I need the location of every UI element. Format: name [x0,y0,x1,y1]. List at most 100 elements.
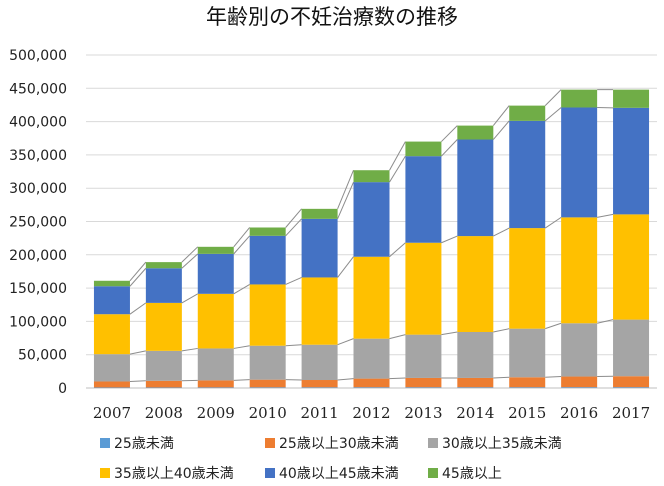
bar-segment [405,156,442,243]
bar-segment [301,218,338,278]
connector-line [129,267,147,287]
bar-segment [613,214,650,320]
x-tick-label: 2014 [456,404,494,422]
bar-segment [93,354,130,382]
bar-segment [145,380,182,388]
legend-swatch [100,438,110,448]
bar-segment [457,331,494,378]
bar-segment [249,379,286,388]
bar-segment [353,182,390,257]
connector-line [389,242,406,258]
bar-segment [301,344,338,381]
x-tick-label: 2011 [300,404,338,422]
connector-line [544,216,562,229]
connector-line [493,328,510,333]
connector-line [233,345,250,349]
bar-segment [197,293,234,349]
x-tick-label: 2013 [404,404,442,422]
bar-segment [509,387,546,388]
bar-segment [613,107,650,215]
connector-line [285,218,302,237]
bar-segment [405,334,442,378]
connector-line [389,141,406,171]
bar-segment [249,284,286,346]
legend-swatch [100,468,110,478]
connector-line [597,319,614,324]
connector-line [492,120,510,140]
connector-line [337,170,354,210]
bar-segment [197,380,234,388]
legend-swatch [428,468,438,478]
bar-segment [457,377,494,388]
bar-segment [249,345,286,380]
connector-line [233,284,250,295]
connector-line [337,181,354,220]
bar-segment [301,208,338,219]
bar-segment [509,120,546,229]
bar-segment [353,387,390,388]
bar-segment [145,387,182,388]
bar-segment [509,377,546,388]
connector-line [441,235,458,244]
bar-segment [613,387,650,388]
bar-segment [249,387,286,388]
connector-line [285,276,302,285]
connector-line [129,350,146,355]
y-tick-label: 100,000 [9,314,67,330]
bar-segment [249,227,286,236]
bar-segment [93,381,130,388]
connector-line [337,338,354,346]
legend-label: 30歳以上35歳未満 [442,436,562,452]
connector-line [233,227,251,248]
bar-segment [561,89,598,108]
bar-segment [93,286,130,315]
x-tick-label: 2016 [560,404,598,422]
bar-segment [301,380,338,388]
y-tick-label: 150,000 [9,281,67,297]
x-tick-label: 2012 [352,404,390,422]
bar-segment [561,107,598,218]
y-tick-label: 50,000 [18,348,67,364]
x-axis: 2007 2008 2009 2010 2011 2012 2013 2014 2015 2016… [93,404,650,422]
y-tick-label: 400,000 [9,115,67,131]
connector-line [389,334,406,340]
connector-line [544,89,562,106]
connector-line [233,235,251,255]
bar-segment [561,376,598,388]
connector-line [181,293,199,304]
legend-label: 45歳以上 [442,466,502,482]
y-tick-label: 0 [58,381,67,397]
legend-swatch [265,468,275,478]
connector-line [389,377,406,380]
legend-label: 35歳以上40歳未満 [114,466,234,482]
connector-line [493,227,510,237]
bar-segment [613,319,650,377]
connector-line [233,379,250,381]
bar-segment [405,242,442,335]
bar-segment [93,314,130,355]
bar-segment [301,387,338,388]
bar-segment [145,268,182,303]
connector-line [545,322,562,330]
bar-segment [353,338,390,379]
legend-label: 40歳以上45歳未満 [279,466,399,482]
bar-segment [561,217,598,324]
bar-segment [145,302,182,351]
connector-line [389,155,406,183]
connector-line [129,261,147,282]
x-tick-label: 2015 [508,404,546,422]
y-tick-label: 250,000 [9,215,67,231]
y-tick-label: 200,000 [9,248,67,264]
bar-segment [457,139,494,237]
bar-segment [353,378,390,388]
connector-line [441,139,458,157]
series-connector-lines [129,89,614,382]
y-tick-label: 500,000 [9,48,67,64]
connector-line [129,380,146,382]
bar-segment [93,387,130,388]
bar-segment [405,141,442,157]
x-tick-label: 2017 [612,404,650,422]
bar-segment [457,387,494,388]
x-tick-label: 2009 [197,404,235,422]
